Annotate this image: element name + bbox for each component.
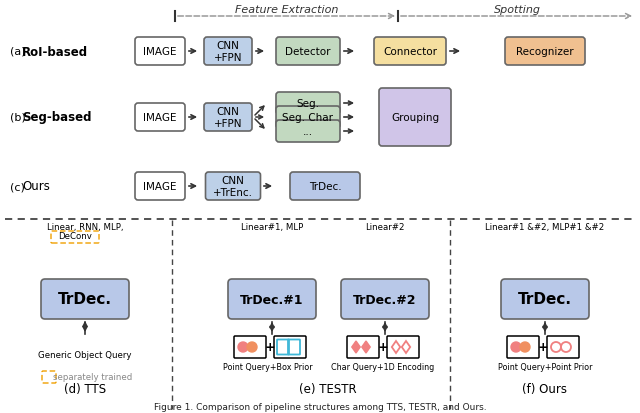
- FancyBboxPatch shape: [276, 93, 340, 115]
- Text: Linear#1 &#2, MLP#1 &#2: Linear#1 &#2, MLP#1 &#2: [485, 223, 605, 232]
- Text: (b): (b): [10, 113, 26, 123]
- Text: Recognizer: Recognizer: [516, 47, 574, 57]
- Polygon shape: [352, 341, 360, 353]
- FancyBboxPatch shape: [505, 38, 585, 66]
- Text: TrDec.: TrDec.: [58, 292, 112, 307]
- Text: TrDec.#2: TrDec.#2: [353, 293, 417, 306]
- Circle shape: [247, 342, 257, 352]
- FancyBboxPatch shape: [276, 121, 340, 142]
- Text: +: +: [265, 341, 275, 354]
- Text: CNN
+FPN: CNN +FPN: [214, 41, 243, 63]
- FancyBboxPatch shape: [276, 38, 340, 66]
- Text: TrDec.#1: TrDec.#1: [240, 293, 304, 306]
- FancyBboxPatch shape: [135, 38, 185, 66]
- FancyBboxPatch shape: [501, 279, 589, 319]
- FancyBboxPatch shape: [387, 336, 419, 358]
- Text: IMAGE: IMAGE: [143, 113, 177, 123]
- Text: DeConv: DeConv: [58, 232, 92, 241]
- Text: +: +: [538, 341, 548, 354]
- Text: CNN
+TrEnc.: CNN +TrEnc.: [213, 176, 253, 197]
- Text: (f) Ours: (f) Ours: [522, 382, 568, 396]
- FancyBboxPatch shape: [347, 336, 379, 358]
- Text: Point Query+Box Prior: Point Query+Box Prior: [223, 363, 313, 372]
- Text: TrDec.: TrDec.: [518, 292, 572, 307]
- FancyBboxPatch shape: [379, 89, 451, 147]
- FancyBboxPatch shape: [274, 336, 306, 358]
- Circle shape: [511, 342, 521, 352]
- Text: (d) TTS: (d) TTS: [64, 382, 106, 396]
- Text: Connector: Connector: [383, 47, 437, 57]
- Text: Linear#1, MLP: Linear#1, MLP: [241, 223, 303, 232]
- FancyBboxPatch shape: [290, 173, 360, 201]
- FancyBboxPatch shape: [547, 336, 579, 358]
- Text: Char Query+1D Encoding: Char Query+1D Encoding: [332, 363, 435, 372]
- Polygon shape: [362, 341, 370, 353]
- FancyBboxPatch shape: [341, 279, 429, 319]
- FancyBboxPatch shape: [135, 104, 185, 132]
- Text: Grouping: Grouping: [391, 113, 439, 123]
- FancyBboxPatch shape: [276, 107, 340, 129]
- Text: Ours: Ours: [22, 180, 50, 193]
- FancyBboxPatch shape: [41, 279, 129, 319]
- Text: IMAGE: IMAGE: [143, 47, 177, 57]
- Text: (a): (a): [10, 47, 26, 57]
- Text: Seg.: Seg.: [296, 99, 319, 109]
- Text: ...: ...: [303, 127, 313, 137]
- Text: RoI-based: RoI-based: [22, 45, 88, 58]
- FancyBboxPatch shape: [228, 279, 316, 319]
- Text: +: +: [378, 341, 388, 354]
- FancyBboxPatch shape: [507, 336, 539, 358]
- Text: Detector: Detector: [285, 47, 331, 57]
- Text: Linear#2: Linear#2: [365, 223, 404, 232]
- Text: Point Query+Point Prior: Point Query+Point Prior: [498, 363, 592, 372]
- FancyBboxPatch shape: [135, 173, 185, 201]
- FancyBboxPatch shape: [234, 336, 266, 358]
- FancyBboxPatch shape: [205, 173, 260, 201]
- Text: IMAGE: IMAGE: [143, 182, 177, 192]
- Text: (c): (c): [10, 182, 25, 192]
- Text: Feature Extraction: Feature Extraction: [236, 5, 339, 15]
- FancyBboxPatch shape: [374, 38, 446, 66]
- Text: Seg-based: Seg-based: [22, 111, 92, 124]
- Text: Seg. Char: Seg. Char: [282, 113, 333, 123]
- Text: Figure 1. Comparison of pipeline structures among TTS, TESTR, and Ours.: Figure 1. Comparison of pipeline structu…: [154, 403, 486, 411]
- Text: CNN
+FPN: CNN +FPN: [214, 107, 243, 128]
- Circle shape: [520, 342, 530, 352]
- Circle shape: [238, 342, 248, 352]
- FancyBboxPatch shape: [204, 104, 252, 132]
- Text: separately trained: separately trained: [53, 373, 132, 382]
- Text: Generic Object Query: Generic Object Query: [38, 351, 132, 360]
- Text: Linear, RNN, MLP,: Linear, RNN, MLP,: [47, 223, 124, 232]
- Text: TrDec.: TrDec.: [308, 182, 341, 192]
- Text: Spotting: Spotting: [493, 5, 541, 15]
- FancyBboxPatch shape: [204, 38, 252, 66]
- Text: (e) TESTR: (e) TESTR: [299, 382, 357, 396]
